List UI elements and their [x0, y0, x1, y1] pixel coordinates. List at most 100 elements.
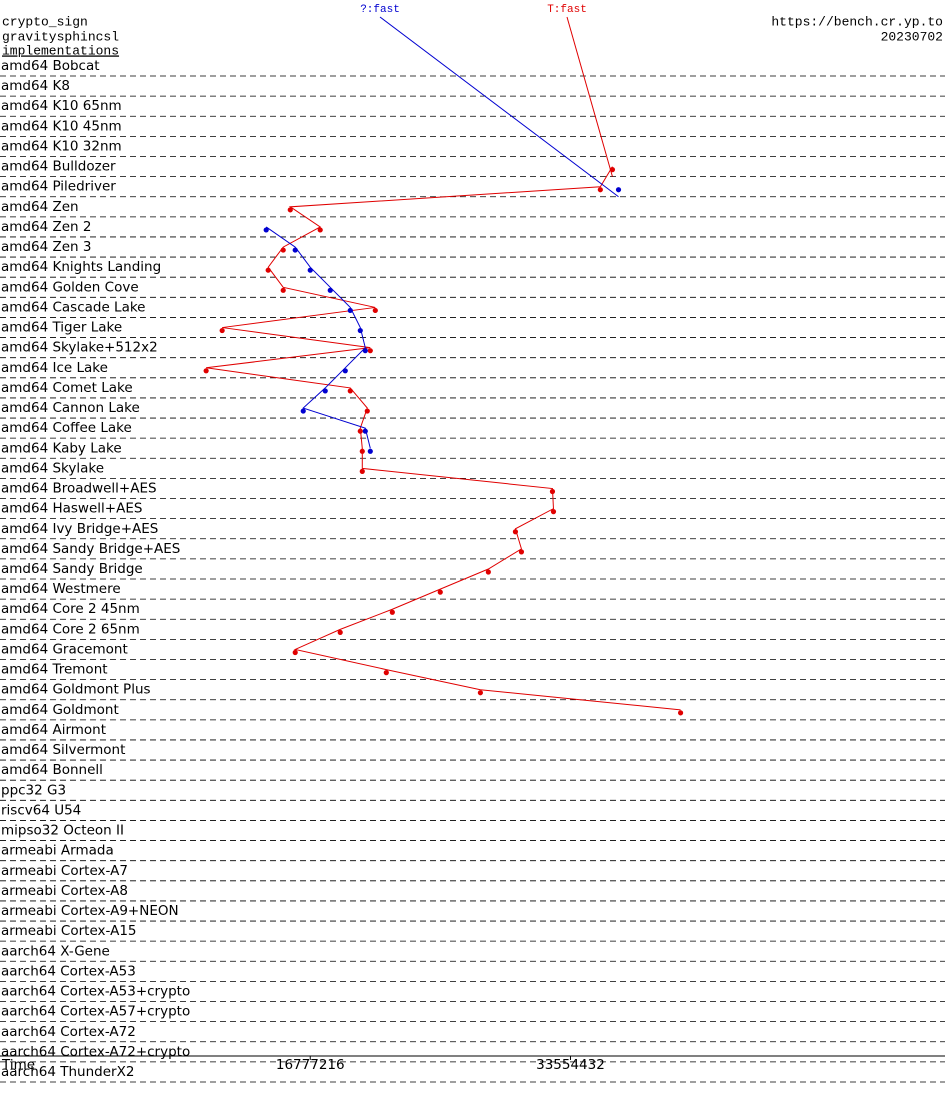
data-point: [550, 509, 557, 515]
data-point: [280, 287, 286, 293]
data-point: [367, 448, 373, 454]
category-label: amd64 Kaby Lake: [1, 440, 122, 456]
category-label: amd64 Coffee Lake: [1, 420, 132, 436]
data-point: [219, 327, 225, 334]
data-point: [437, 589, 443, 595]
category-label: amd64 Westmere: [1, 581, 121, 597]
category-label: amd64 Goldmont Plus: [1, 682, 151, 698]
category-label: riscv64 U54: [1, 802, 81, 818]
legend-label: T:fast: [547, 4, 587, 16]
category-label: amd64 Tremont: [1, 662, 108, 678]
data-point: [359, 468, 365, 474]
category-label: amd64 Tiger Lake: [1, 320, 122, 336]
header-right: 20230702: [881, 29, 943, 44]
category-label: amd64 Ice Lake: [1, 360, 108, 376]
category-label: amd64 Bobcat: [1, 58, 100, 74]
category-label: amd64 Silvermont: [1, 742, 125, 758]
data-point: [265, 267, 271, 273]
category-label: amd64 Goldmont: [1, 702, 119, 718]
category-label: amd64 Comet Lake: [1, 380, 133, 396]
data-point: [549, 488, 556, 495]
category-label: amd64 Ivy Bridge+AES: [1, 521, 158, 537]
category-label: ppc32 G3: [1, 782, 66, 798]
category-label: aarch64 Cortex-A53+crypto: [1, 984, 190, 1000]
category-label: aarch64 Cortex-A72+crypto: [1, 1044, 190, 1060]
category-label: mipso32 Octeon II: [1, 823, 124, 839]
data-point: [372, 307, 378, 314]
data-point: [263, 227, 269, 233]
category-label: amd64 Haswell+AES: [1, 501, 142, 517]
data-point: [364, 408, 370, 414]
data-point: [367, 348, 373, 354]
data-point: [357, 327, 363, 334]
category-label: amd64 Core 2 65nm: [1, 621, 140, 637]
data-point: [362, 428, 368, 434]
data-point: [347, 307, 353, 314]
data-point: [518, 549, 525, 555]
data-point: [287, 207, 293, 213]
data-point: [317, 227, 323, 233]
category-label: amd64 Bonnell: [1, 762, 103, 778]
category-label: amd64 K10 65nm: [1, 98, 122, 114]
series-line: [206, 166, 681, 711]
category-label: armeabi Cortex-A7: [1, 863, 128, 879]
category-label: amd64 Skylake+512x2: [1, 340, 158, 356]
category-label: armeabi Cortex-A9+NEON: [1, 903, 179, 919]
category-label: amd64 K8: [1, 78, 70, 94]
category-label: amd64 Broadwell+AES: [1, 481, 157, 497]
category-label: aarch64 Cortex-A53: [1, 963, 136, 979]
x-tick-label: 33554432: [536, 1057, 605, 1073]
category-label: amd64 Piledriver: [1, 179, 116, 195]
category-label: aarch64 X-Gene: [1, 943, 110, 959]
data-point: [347, 388, 353, 394]
data-point: [300, 408, 306, 414]
data-point: [477, 690, 483, 696]
header-right: https://bench.cr.yp.to: [771, 14, 943, 29]
category-label: amd64 Core 2 45nm: [1, 601, 140, 617]
category-label: amd64 Knights Landing: [1, 259, 161, 275]
category-label: amd64 K10 45nm: [1, 118, 122, 134]
data-point: [292, 247, 298, 253]
data-point: [337, 629, 343, 635]
data-point: [389, 609, 395, 615]
data-point: [357, 428, 363, 434]
x-axis-label: Time: [1, 1057, 35, 1073]
header-left: crypto_sign: [2, 14, 88, 29]
data-point: [485, 569, 491, 575]
data-point: [327, 287, 333, 293]
category-label: amd64 Sandy Bridge+AES: [1, 541, 180, 557]
category-label: armeabi Cortex-A15: [1, 923, 137, 939]
category-label: amd64 Airmont: [1, 722, 106, 738]
data-point: [342, 368, 348, 374]
category-label: amd64 Zen 3: [1, 239, 91, 255]
category-label: amd64 Zen: [1, 199, 79, 215]
data-point: [359, 448, 365, 454]
data-point: [677, 710, 684, 716]
category-label: amd64 Bulldozer: [1, 159, 116, 175]
data-point: [512, 529, 519, 535]
legend-leader: [379, 16, 619, 198]
data-point: [597, 187, 603, 193]
header-left: implementations: [2, 43, 119, 58]
category-label: amd64 Skylake: [1, 460, 104, 476]
category-label: aarch64 ThunderX2: [1, 1064, 134, 1080]
data-point: [322, 388, 328, 394]
header-left: gravitysphincsl: [2, 29, 119, 44]
category-label: aarch64 Cortex-A72: [1, 1024, 136, 1040]
data-point: [609, 167, 616, 173]
category-label: amd64 Zen 2: [1, 219, 91, 235]
legend-label: ?:fast: [360, 4, 400, 16]
category-label: amd64 Cascade Lake: [1, 299, 146, 315]
category-label: amd64 Gracemont: [1, 641, 128, 657]
category-label: amd64 Golden Cove: [1, 279, 139, 295]
series-line: [265, 226, 371, 449]
data-point: [615, 187, 622, 193]
data-point: [280, 247, 286, 253]
x-tick-label: 16777216: [276, 1057, 345, 1073]
data-point: [307, 267, 313, 273]
data-point: [292, 649, 298, 656]
category-label: aarch64 Cortex-A57+crypto: [1, 1004, 190, 1020]
data-point: [203, 368, 209, 374]
data-point: [362, 348, 368, 354]
